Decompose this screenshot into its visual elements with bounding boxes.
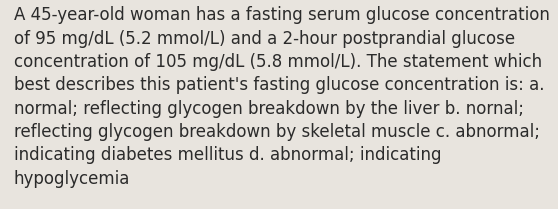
Text: A 45-year-old woman has a fasting serum glucose concentration
of 95 mg/dL (5.2 m: A 45-year-old woman has a fasting serum … (14, 6, 550, 187)
